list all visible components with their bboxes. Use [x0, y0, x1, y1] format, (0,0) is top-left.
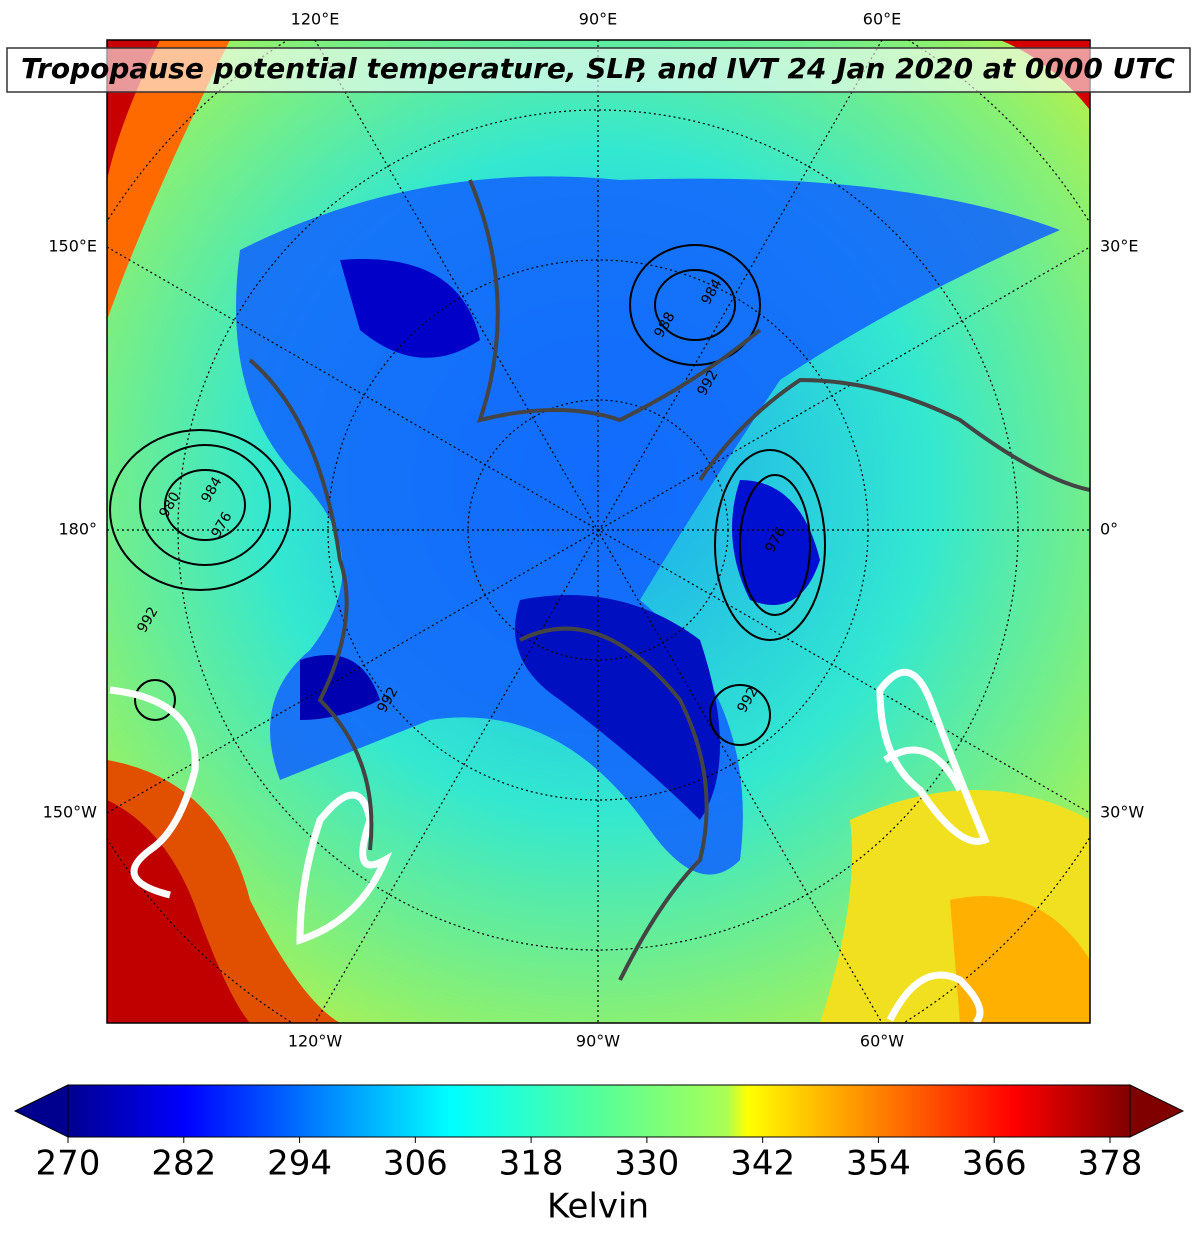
lon-label: 120°E	[291, 10, 340, 29]
colorbar-tick-label: 354	[846, 1144, 911, 1184]
graticule	[107, 40, 1090, 1023]
warm-region	[107, 40, 230, 320]
colorbar-tick-label: 378	[1078, 1144, 1143, 1184]
coastlines	[248, 179, 1090, 981]
cold-region	[732, 480, 820, 605]
map-frame	[106, 39, 1091, 1024]
lon-label: 60°W	[860, 1032, 904, 1051]
lon-label: 150°W	[43, 803, 98, 822]
lon-label: 120°W	[288, 1032, 343, 1051]
colorbar-tick-label: 318	[499, 1144, 564, 1184]
colorbar	[67, 1084, 1131, 1138]
colorbar-tick-label: 342	[730, 1144, 795, 1184]
cold-region	[515, 595, 720, 820]
lon-label: 90°W	[576, 1032, 620, 1051]
colorbar-label: Kelvin	[547, 1187, 649, 1227]
colorbar-extend-low	[13, 1084, 69, 1138]
warm-region	[950, 896, 1090, 1023]
cold-region	[300, 655, 380, 720]
colorbar-tick-label: 294	[267, 1144, 332, 1184]
lon-label: 30°W	[1100, 803, 1144, 822]
colorbar-tick-label: 270	[36, 1144, 101, 1184]
colorbar-tick-label: 282	[151, 1144, 216, 1184]
colorbar-tick-label: 330	[614, 1144, 679, 1184]
slp-contours	[109, 244, 826, 746]
colorbar-tick-label: 366	[962, 1144, 1027, 1184]
lon-label: 150°E	[48, 237, 97, 256]
lon-label: 30°E	[1100, 237, 1138, 256]
lon-label: 90°E	[579, 10, 617, 29]
colorbar-tick-label: 306	[383, 1144, 448, 1184]
cold-region	[340, 259, 480, 358]
lon-label: 0°	[1100, 520, 1118, 539]
ivt-contours	[109, 668, 990, 1023]
colorbar-extend-high	[1129, 1084, 1185, 1138]
title-box	[6, 47, 1191, 93]
title: Tropopause potential temperature, SLP, a…	[21, 52, 1175, 85]
lon-label: 180°	[58, 520, 97, 539]
map	[107, 40, 1090, 1023]
lon-label: 60°E	[863, 10, 901, 29]
